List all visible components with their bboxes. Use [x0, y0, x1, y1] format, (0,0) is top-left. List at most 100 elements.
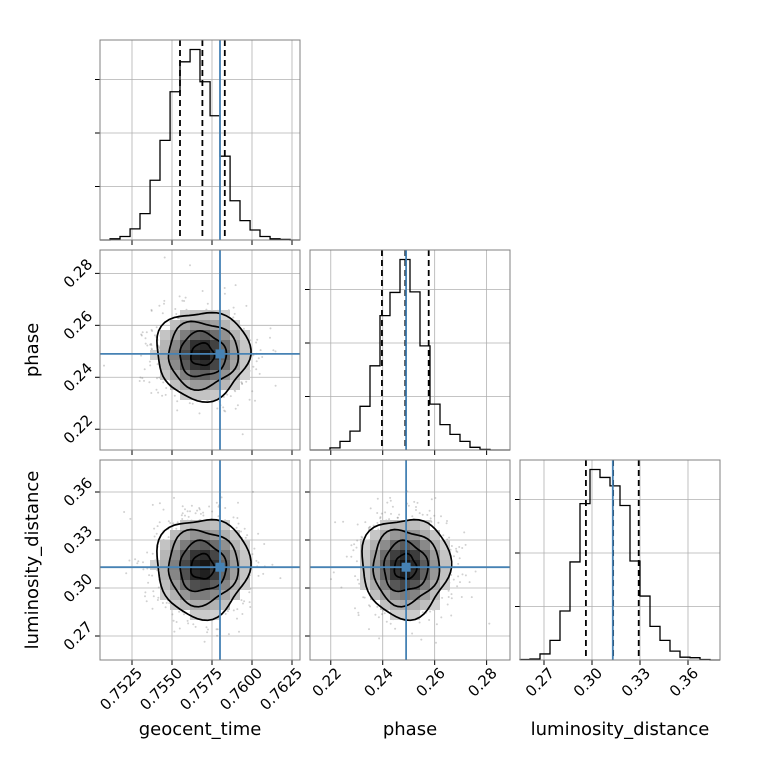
- scatter-point: [146, 551, 149, 554]
- density-cell: [410, 600, 420, 610]
- scatter-point: [175, 313, 178, 315]
- density-cell: [190, 520, 200, 530]
- density-cell: [190, 570, 200, 580]
- scatter-point: [155, 388, 158, 391]
- histogram-luminosity_distance: [519, 468, 720, 661]
- scatter-point: [178, 627, 181, 630]
- scatter-point: [171, 613, 174, 616]
- scatter-point: [217, 515, 220, 518]
- density-cell: [240, 370, 250, 380]
- y-axis-label-phase: phase: [22, 323, 43, 377]
- density-cell: [370, 570, 380, 580]
- scatter-point: [149, 343, 152, 346]
- scatter-point: [450, 545, 453, 547]
- density-cell: [210, 610, 220, 620]
- scatter-point: [167, 520, 170, 523]
- scatter-point: [199, 512, 202, 515]
- density-cell: [390, 590, 400, 600]
- scatter-point: [252, 365, 255, 368]
- scatter-point: [253, 547, 256, 550]
- scatter-point: [350, 544, 353, 547]
- density-cell: [220, 590, 230, 600]
- density-cell: [410, 550, 420, 560]
- scatter-point: [330, 578, 332, 581]
- scatter-point: [167, 536, 170, 539]
- density-cell: [420, 560, 430, 570]
- scatter-point: [152, 590, 155, 593]
- density-cell: [210, 340, 220, 350]
- scatter-point: [353, 543, 356, 546]
- scatter-point: [450, 614, 453, 617]
- subplot-luminosity_distance-luminosity_distance: 0.27 0.30 0.33 0.36: [515, 459, 721, 700]
- scatter-point: [144, 591, 147, 594]
- density-cell: [240, 550, 250, 560]
- density-cell: [380, 530, 390, 540]
- scatter-point: [157, 596, 160, 599]
- density-cell: [170, 340, 180, 350]
- scatter-point: [389, 499, 392, 502]
- truth-marker: [215, 562, 225, 572]
- density-cell: [390, 520, 400, 530]
- scatter-point: [442, 534, 445, 537]
- density-cell: [210, 520, 220, 530]
- density-cell: [380, 580, 390, 590]
- scatter-point: [145, 331, 148, 334]
- scatter-point: [151, 574, 154, 577]
- scatter-point: [176, 400, 179, 403]
- scatter-point: [202, 514, 205, 517]
- density-cell: [170, 330, 180, 340]
- density-cell: [200, 610, 210, 620]
- density-cell: [160, 570, 170, 580]
- density-cell: [240, 360, 250, 370]
- density-cell: [360, 580, 370, 590]
- scatter-point: [151, 330, 154, 332]
- scatter-point: [147, 581, 150, 584]
- scatter-point: [155, 326, 158, 329]
- density-cell: [440, 550, 450, 560]
- density-cell: [410, 540, 420, 550]
- scatter-point: [203, 640, 206, 643]
- density-cell: [210, 370, 220, 380]
- density-cell: [160, 350, 170, 360]
- scatter-point: [269, 336, 271, 339]
- density-cell: [360, 550, 370, 560]
- scatter-point: [435, 641, 437, 644]
- scatter-point: [446, 603, 449, 606]
- density-cell: [190, 390, 200, 400]
- density-cell: [190, 600, 200, 610]
- density-cell: [420, 600, 430, 610]
- scatter-point: [161, 602, 164, 604]
- scatter-point: [207, 628, 209, 631]
- scatter-point: [258, 372, 261, 375]
- scatter-point: [164, 606, 167, 609]
- scatter-point: [380, 512, 383, 515]
- density-cell: [190, 370, 200, 380]
- scatter-point: [156, 599, 159, 601]
- scatter-point: [229, 395, 232, 398]
- density-cell: [400, 580, 410, 590]
- scatter-point: [386, 501, 389, 504]
- density-cell: [170, 580, 180, 590]
- density-cell: [220, 530, 230, 540]
- density-cell: [380, 540, 390, 550]
- scatter-point: [445, 522, 448, 525]
- scatter-point: [215, 501, 218, 504]
- scatter-point: [151, 607, 154, 610]
- scatter-point: [144, 342, 147, 345]
- scatter-point: [190, 504, 193, 507]
- scatter-point: [461, 547, 464, 549]
- scatter-point: [453, 555, 455, 558]
- scatter-point: [187, 515, 190, 518]
- scatter-point: [150, 309, 153, 312]
- scatter-point: [234, 284, 237, 287]
- scatter-point: [153, 527, 156, 530]
- density-cell: [220, 580, 230, 590]
- y-axis-label-luminosity_distance: luminosity_distance: [22, 471, 43, 650]
- scatter-point: [434, 497, 437, 499]
- density-cell: [200, 380, 210, 390]
- density-cell: [410, 580, 420, 590]
- scatter-point: [460, 596, 463, 598]
- density-cell: [210, 560, 220, 570]
- scatter-point: [191, 402, 194, 405]
- density-cell: [400, 520, 410, 530]
